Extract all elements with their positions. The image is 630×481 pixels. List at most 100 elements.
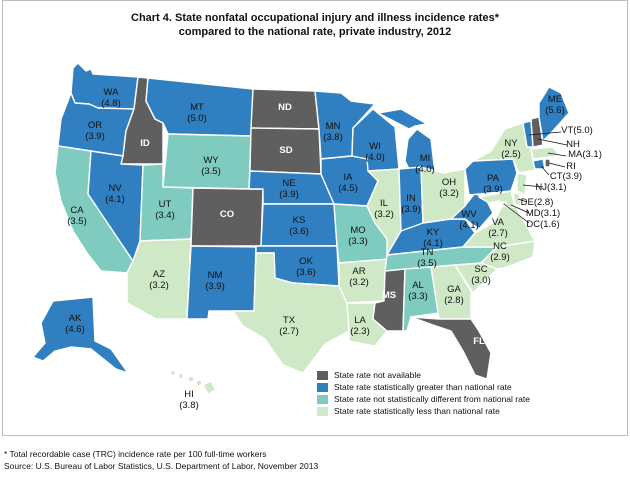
state-label-nh: NH [566, 139, 580, 150]
state-rate-nm: (3.9) [205, 281, 225, 292]
state-WV [450, 192, 494, 230]
state-label-vt: VT(5.0) [561, 125, 593, 136]
state-label-ma: MA(3.1) [568, 149, 602, 160]
leader-nh [537, 138, 568, 146]
state-ME [538, 86, 570, 142]
state-MA [530, 146, 560, 160]
state-GA [430, 264, 472, 320]
legend: State rate not available State rate stat… [317, 369, 530, 417]
state-TX [232, 252, 350, 374]
state-label-fl: FL [473, 336, 485, 347]
state-FL [410, 316, 492, 380]
source-note: Source: U.S. Bureau of Labor Statistics,… [4, 461, 319, 471]
chart-figure: Chart 4. State nonfatal occupational inj… [2, 0, 628, 436]
state-RI [544, 158, 551, 168]
state-rate-wy: (3.5) [201, 166, 221, 177]
state-label-nm: NM [208, 270, 223, 281]
state-rate-wa: (4.8) [101, 98, 121, 109]
state-rate-tn: (3.5) [417, 258, 437, 269]
state-rate-nv: (4.1) [105, 194, 125, 205]
state-label-wv: WV [461, 209, 477, 220]
legend-label-greater: State rate statistically greater than na… [334, 382, 512, 392]
state-rate-pa: (3.9) [483, 184, 503, 195]
state-label-me: ME [548, 94, 562, 105]
legend-swatch-less [317, 406, 328, 416]
state-label-mi: MI [420, 153, 431, 164]
state-label-va: VA [492, 217, 505, 228]
legend-label-not-available: State rate not available [334, 370, 421, 380]
state-label-nd: ND [278, 102, 292, 113]
state-label-la: LA [354, 315, 366, 326]
state-label-mo: MO [350, 225, 365, 236]
state-label-ia: IA [344, 172, 354, 183]
state-HI [169, 369, 217, 395]
leader-ct [540, 165, 550, 176]
state-label-sc: SC [474, 264, 487, 275]
state-rate-va: (2.7) [488, 228, 508, 239]
leader-ma [547, 152, 567, 157]
title-line-2: compared to the national rate, private i… [178, 26, 452, 38]
state-label-or: OR [88, 120, 102, 131]
state-rate-ga: (2.8) [444, 295, 464, 306]
state-rate-ia: (4.5) [338, 183, 358, 194]
state-DE [512, 192, 522, 206]
state-label-ok: OK [299, 256, 313, 267]
state-label-ar: AR [352, 266, 365, 277]
state-label-in: IN [406, 193, 416, 204]
state-label-il: IL [380, 198, 388, 209]
state-AK [32, 296, 129, 374]
state-rate-mt: (5.0) [187, 113, 207, 124]
state-label-tx: TX [283, 315, 296, 326]
state-rate-ut: (3.4) [155, 210, 175, 221]
state-label-ak: AK [69, 313, 82, 324]
legend-swatch-not-available [317, 370, 328, 380]
state-rate-ok: (3.6) [296, 267, 316, 278]
leader-vt [528, 131, 562, 136]
legend-item-greater: State rate statistically greater than na… [317, 381, 530, 393]
state-label-tn: TN [421, 247, 434, 258]
leader-dc [503, 203, 530, 224]
state-label-ky: KY [427, 227, 440, 238]
state-rate-mi: (4.0) [415, 164, 435, 175]
legend-swatch-greater [317, 382, 328, 392]
state-rate-ky: (4.1) [423, 238, 443, 249]
us-map: WA(4.8)OR(3.9)CA(3.5)IDNV(4.1)MT(5.0)WY(… [32, 62, 602, 411]
legend-item-less: State rate statistically less than natio… [317, 405, 530, 417]
state-label-de: DE(2.8) [521, 197, 554, 208]
state-rate-la: (2.3) [350, 326, 370, 337]
state-rate-oh: (3.2) [439, 188, 459, 199]
state-rate-or: (3.9) [85, 131, 105, 142]
leader-nj [522, 184, 544, 188]
state-rate-nc: (2.9) [490, 252, 510, 263]
legend-swatch-not-different [317, 394, 328, 404]
state-rate-mn: (3.8) [323, 132, 343, 143]
state-label-id: ID [140, 138, 150, 149]
leader-ri [548, 162, 566, 168]
state-label-md: MD(3.1) [526, 208, 560, 219]
state-label-wy: WY [203, 155, 219, 166]
state-label-ks: KS [293, 215, 306, 226]
legend-label-not-different: State rate not statistically different f… [334, 394, 530, 404]
state-rate-al: (3.3) [408, 291, 428, 302]
state-label-dc: DC(1.6) [526, 219, 559, 230]
state-rate-in: (3.9) [401, 204, 421, 215]
legend-label-less: State rate statistically less than natio… [334, 406, 500, 416]
state-rate-il: (3.2) [374, 209, 394, 220]
state-label-ri: RI [566, 161, 576, 172]
legend-item-not-different: State rate not statistically different f… [317, 393, 530, 405]
state-label-mn: MN [326, 121, 341, 132]
state-label-ct: CT(3.9) [550, 171, 582, 182]
state-label-nj: NJ(3.1) [535, 182, 566, 193]
state-label-pa: PA [487, 173, 500, 184]
state-rate-wi: (4.0) [365, 152, 385, 163]
state-rate-me: (5.6) [545, 105, 565, 116]
state-label-mt: MT [190, 102, 204, 113]
state-rate-ks: (3.6) [289, 226, 309, 237]
state-rate-hi: (3.8) [179, 400, 199, 411]
state-label-oh: OH [442, 177, 456, 188]
state-rate-wv: (4.1) [459, 220, 479, 231]
state-label-wi: WI [369, 141, 381, 152]
state-CT [532, 158, 546, 170]
state-label-ut: UT [159, 199, 172, 210]
state-rate-mo: (3.3) [348, 236, 368, 247]
